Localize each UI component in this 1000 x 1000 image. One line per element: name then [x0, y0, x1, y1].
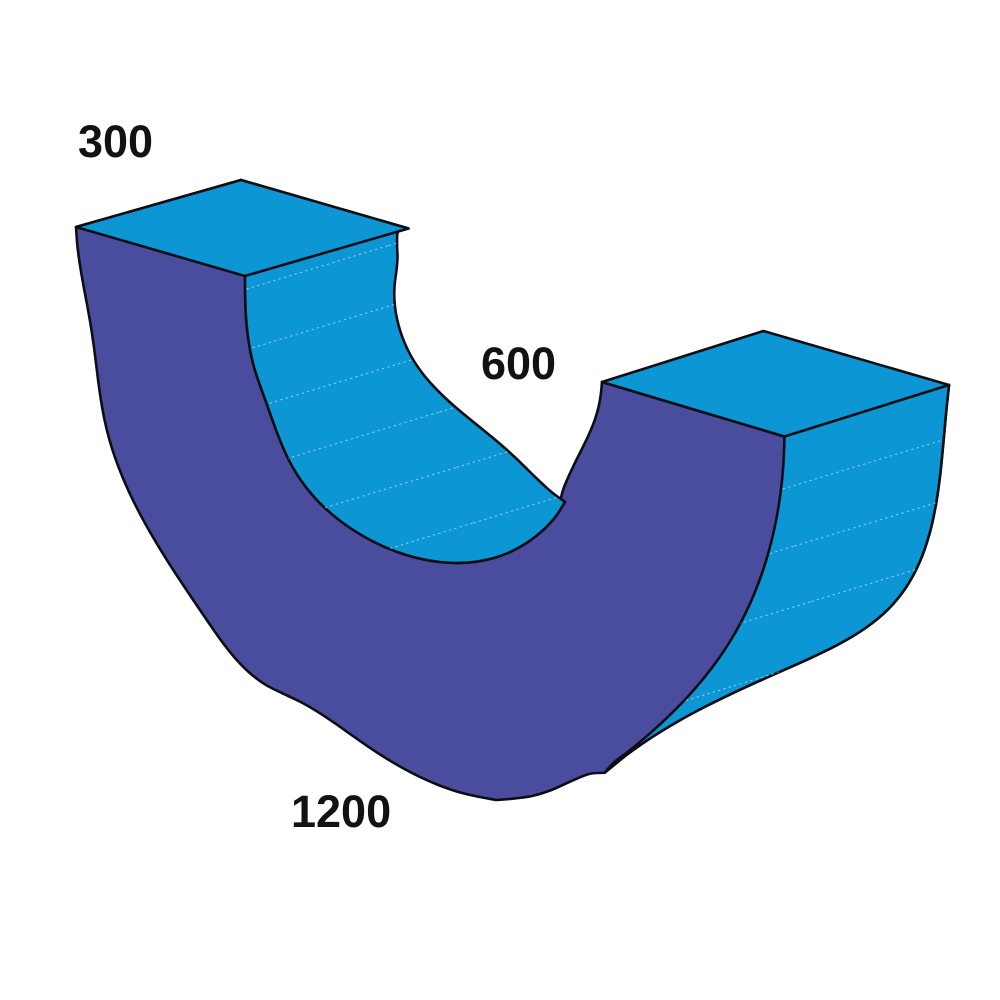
- svg-text:1200: 1200: [291, 786, 391, 837]
- svg-text:600: 600: [481, 338, 556, 389]
- svg-text:300: 300: [78, 116, 153, 167]
